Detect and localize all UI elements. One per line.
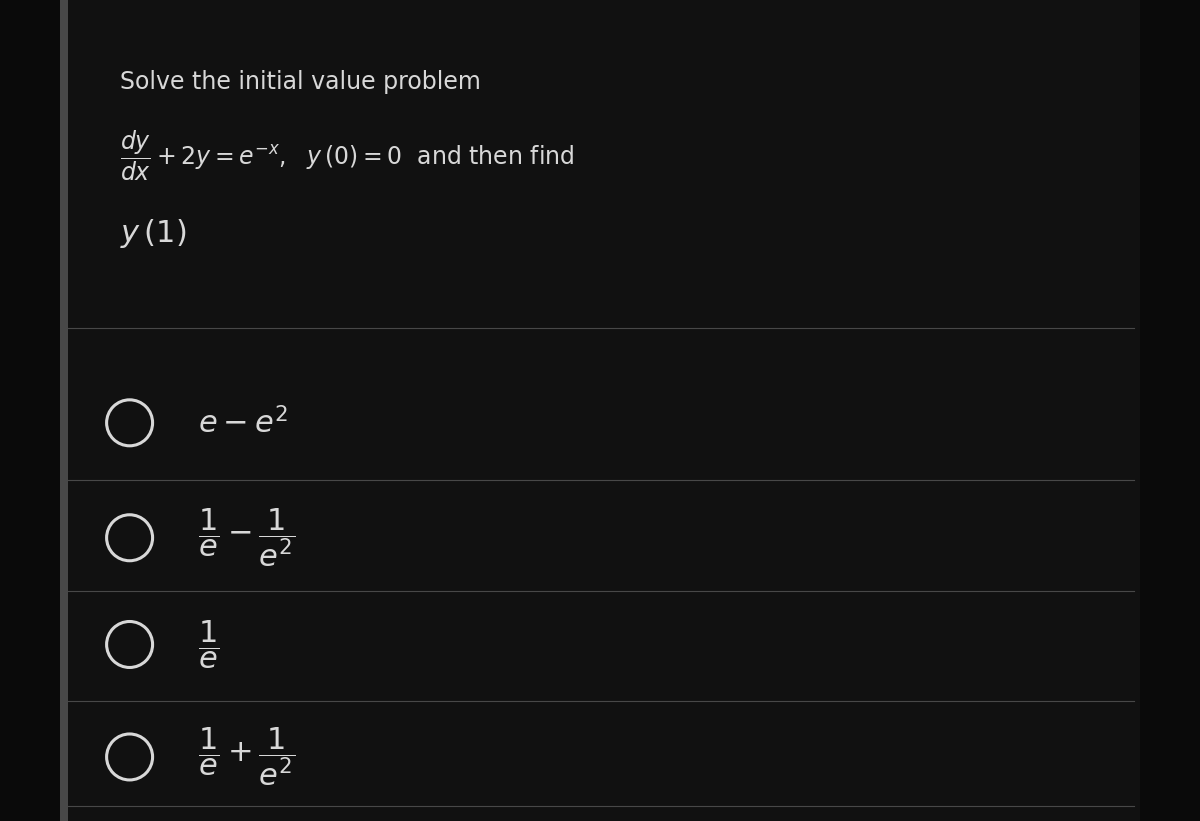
Text: $\dfrac{1}{e} - \dfrac{1}{e^2}$: $\dfrac{1}{e} - \dfrac{1}{e^2}$ [198,507,295,569]
Text: $\dfrac{1}{e} + \dfrac{1}{e^2}$: $\dfrac{1}{e} + \dfrac{1}{e^2}$ [198,726,295,788]
Text: $e - e^2$: $e - e^2$ [198,406,288,439]
Text: $\dfrac{1}{e}$: $\dfrac{1}{e}$ [198,618,220,671]
Text: $\dfrac{dy}{dx} + 2y = e^{-x},\ \ y\,(0) = 0$  and then find: $\dfrac{dy}{dx} + 2y = e^{-x},\ \ y\,(0)… [120,129,575,183]
Text: Solve the initial value problem: Solve the initial value problem [120,70,481,94]
Text: $y\,(1)$: $y\,(1)$ [120,218,186,250]
Bar [60,0,68,821]
